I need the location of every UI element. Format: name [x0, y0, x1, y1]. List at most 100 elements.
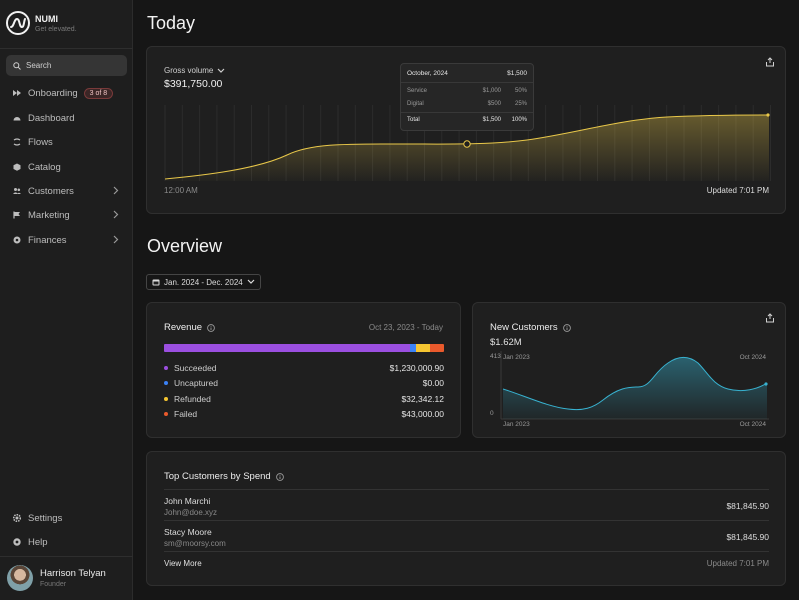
- share-icon[interactable]: [765, 57, 775, 67]
- tooltip-row-pct: 50%: [514, 88, 527, 94]
- tooltip-row-value: $1,000: [482, 88, 501, 94]
- new-customers-title: New Customers: [490, 322, 558, 333]
- revenue-row-label: Uncaptured: [174, 378, 218, 388]
- revenue-title: Revenue: [164, 322, 203, 333]
- gross-volume-label: Gross volume: [164, 66, 214, 75]
- hover-point: [463, 140, 471, 148]
- chevron-right-icon: [113, 235, 119, 244]
- sidebar-item-label: Flows: [28, 136, 53, 148]
- sidebar-item-settings[interactable]: Settings: [0, 508, 133, 528]
- tooltip-row-value: $500: [487, 101, 501, 107]
- customer-amount: $81,845.90: [726, 501, 769, 511]
- gross-volume-area: [165, 115, 769, 181]
- sidebar-item-dashboard[interactable]: Dashboard: [0, 108, 133, 128]
- tooltip-total-value: $1,500: [482, 117, 501, 123]
- x-axis-start-top: Jan 2023: [503, 354, 530, 361]
- y-axis-min: 0: [490, 410, 494, 417]
- onboarding-progress-badge: 3 of 8: [83, 87, 114, 99]
- sidebar: NUMI Get elevated. Search Onboarding 3 o…: [0, 0, 133, 600]
- bar-segment-succeeded: [164, 344, 411, 352]
- revenue-row-label: Refunded: [174, 394, 211, 404]
- sidebar-item-label: Marketing: [28, 209, 70, 221]
- sidebar-item-catalog[interactable]: Catalog: [0, 157, 133, 177]
- chevron-right-icon: [113, 186, 119, 195]
- chevron-down-icon: [217, 68, 225, 73]
- revenue-row-amount: $0.00: [422, 378, 444, 388]
- customer-email: John@doe.xyz: [164, 508, 218, 517]
- view-more-link[interactable]: View More: [164, 559, 202, 568]
- revenue-breakdown-bar: [164, 344, 444, 352]
- sidebar-divider: [0, 48, 133, 49]
- people-icon: [13, 187, 21, 195]
- sidebar-item-onboarding[interactable]: Onboarding 3 of 8: [0, 83, 133, 103]
- sidebar-item-customers[interactable]: Customers: [0, 181, 133, 201]
- revenue-row-label: Failed: [174, 409, 198, 419]
- end-point: [764, 382, 768, 386]
- table-row[interactable]: John Marchi John@doe.xyz $81,845.90: [164, 489, 769, 519]
- info-icon[interactable]: [275, 472, 284, 481]
- new-customers-line: [502, 356, 768, 411]
- gear-icon: [13, 514, 21, 522]
- user-profile[interactable]: Harrison Telyan Founder: [7, 565, 106, 591]
- gross-volume-selector[interactable]: Gross volume: [164, 66, 225, 75]
- tooltip-total-label: Total: [407, 117, 420, 123]
- sidebar-item-label: Dashboard: [28, 112, 75, 124]
- chart-start-time: 12:00 AM: [164, 186, 198, 195]
- revenue-row-amount: $32,342.12: [401, 394, 444, 404]
- gross-volume-card: Gross volume $391,750.00 October, 2024 $…: [146, 46, 786, 214]
- sidebar-item-label: Catalog: [28, 161, 61, 173]
- x-axis-end: Oct 2024: [739, 421, 766, 428]
- date-range-picker[interactable]: Jan. 2024 - Dec. 2024: [146, 274, 261, 290]
- table-row[interactable]: Stacy Moore sm@moorsy.com $81,845.90: [164, 520, 769, 550]
- x-axis-start: Jan 2023: [503, 421, 530, 428]
- page-title-overview: Overview: [147, 236, 223, 256]
- search-icon: [13, 61, 21, 70]
- info-icon[interactable]: [207, 323, 215, 332]
- revenue-row-label: Succeeded: [174, 363, 217, 373]
- sidebar-item-label: Customers: [28, 185, 74, 197]
- flag-icon: [13, 211, 21, 219]
- revenue-row-succeeded: Succeeded $1,230,000.90: [164, 361, 444, 375]
- sidebar-item-label: Finances: [28, 234, 67, 246]
- gross-volume-value: $391,750.00: [164, 78, 223, 90]
- customer-email: sm@moorsy.com: [164, 539, 226, 548]
- sidebar-item-marketing[interactable]: Marketing: [0, 205, 133, 225]
- customer-amount: $81,845.90: [726, 532, 769, 542]
- user-name: Harrison Telyan: [40, 568, 106, 579]
- gauge-icon: [13, 114, 21, 122]
- box-icon: [13, 163, 21, 171]
- sidebar-item-help[interactable]: Help: [0, 532, 133, 552]
- tooltip-total-top: $1,500: [507, 70, 527, 77]
- share-icon[interactable]: [765, 313, 775, 323]
- search-input[interactable]: Search: [6, 55, 127, 76]
- revenue-row-failed: Failed $43,000.00: [164, 407, 444, 421]
- sidebar-item-label: Settings: [28, 512, 63, 524]
- brand-name: NUMI: [35, 13, 58, 24]
- tooltip-row-pct: 25%: [514, 101, 527, 107]
- new-customers-area: [503, 357, 767, 419]
- legend-dot: [164, 412, 168, 416]
- tooltip-row-label: Digital: [407, 101, 424, 107]
- page-title-today: Today: [147, 13, 196, 33]
- revenue-card: Revenue Oct 23, 2023 - Today Succeeded $…: [146, 302, 461, 438]
- bar-segment-refunded: [415, 344, 430, 352]
- brand[interactable]: NUMI Get elevated.: [6, 11, 77, 35]
- sidebar-divider: [0, 556, 133, 557]
- user-role: Founder: [40, 581, 67, 588]
- top-customers-title: Top Customers by Spend: [164, 471, 271, 482]
- info-icon[interactable]: [562, 323, 571, 332]
- new-customers-chart: [500, 351, 769, 420]
- calendar-icon: [152, 279, 160, 286]
- sidebar-item-finances[interactable]: Finances: [0, 230, 133, 250]
- new-customers-value: $1.62M: [490, 337, 522, 348]
- flows-icon: [13, 138, 21, 146]
- legend-dot: [164, 397, 168, 401]
- top-customers-updated: Updated 7:01 PM: [706, 559, 769, 568]
- tooltip-row-label: Service: [407, 88, 428, 94]
- date-range-label: Jan. 2024 - Dec. 2024: [164, 277, 243, 287]
- y-axis-max: 413: [490, 353, 501, 360]
- search-label: Search: [26, 61, 52, 70]
- gross-volume-line: [164, 114, 770, 180]
- sidebar-item-flows[interactable]: Flows: [0, 132, 133, 152]
- end-point: [766, 113, 770, 117]
